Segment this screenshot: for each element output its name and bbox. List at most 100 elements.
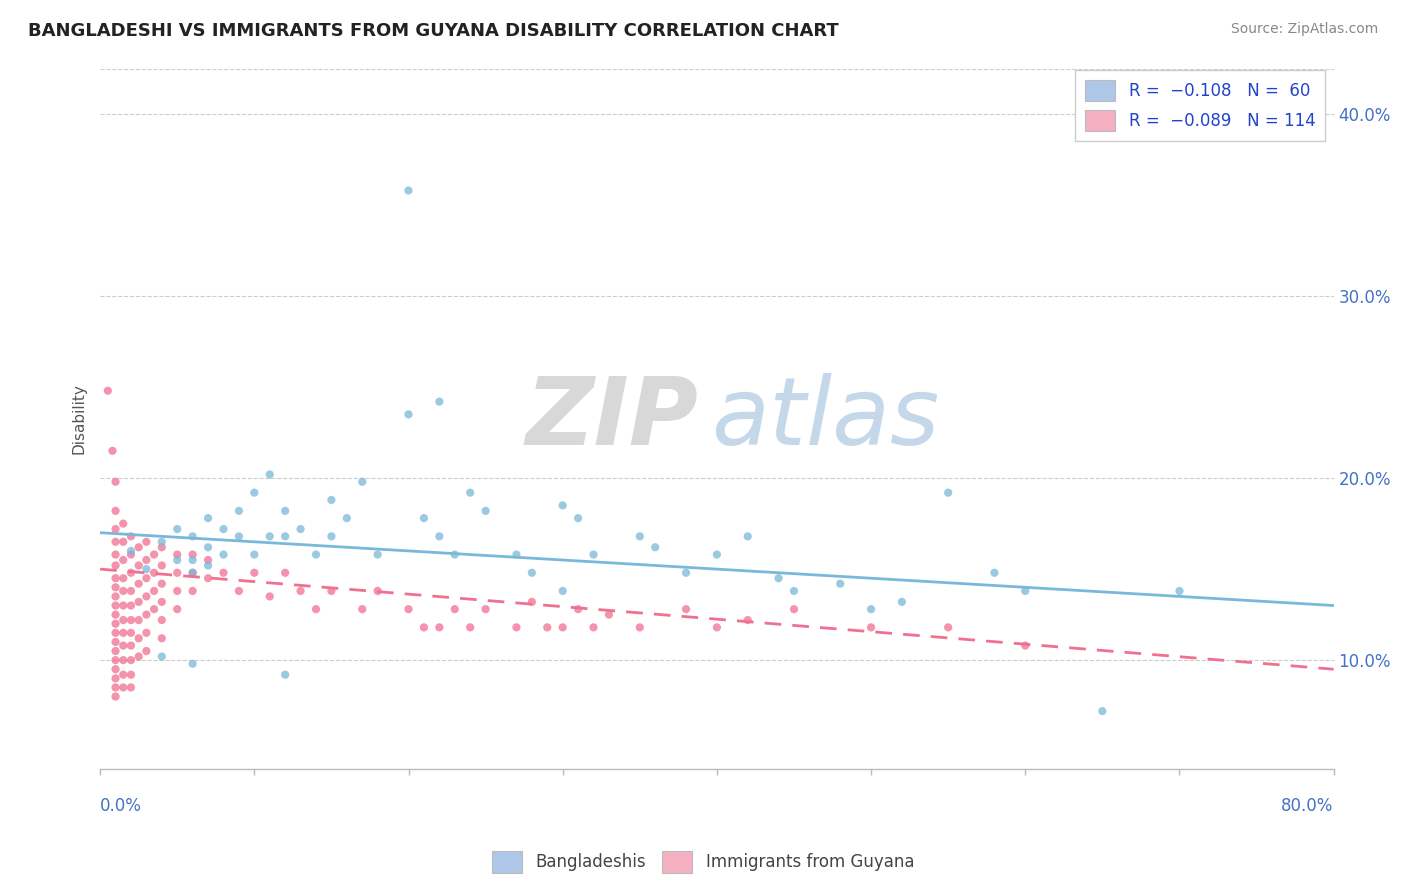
Point	[321, 492, 343, 507]
Point	[120, 529, 142, 543]
Point	[166, 522, 188, 536]
Point	[104, 590, 127, 604]
Point	[166, 584, 188, 599]
Point	[166, 602, 188, 616]
Point	[104, 644, 127, 658]
Point	[628, 529, 651, 543]
Point	[128, 595, 150, 609]
Point	[398, 184, 420, 198]
Point	[150, 534, 173, 549]
Legend: R =  −0.108   N =  60, R =  −0.089   N = 114: R = −0.108 N = 60, R = −0.089 N = 114	[1076, 70, 1326, 141]
Point	[628, 620, 651, 634]
Point	[128, 576, 150, 591]
Point	[520, 566, 543, 580]
Point	[112, 667, 135, 681]
Point	[104, 681, 127, 695]
Legend: Bangladeshis, Immigrants from Guyana: Bangladeshis, Immigrants from Guyana	[485, 845, 921, 880]
Point	[212, 522, 235, 536]
Point	[706, 620, 728, 634]
Point	[582, 548, 605, 562]
Point	[259, 467, 281, 482]
Point	[274, 667, 297, 681]
Point	[112, 653, 135, 667]
Point	[1091, 704, 1114, 718]
Point	[112, 534, 135, 549]
Point	[112, 553, 135, 567]
Point	[582, 620, 605, 634]
Point	[305, 548, 328, 562]
Point	[675, 566, 697, 580]
Point	[367, 584, 389, 599]
Text: ZIP: ZIP	[526, 373, 699, 465]
Point	[212, 566, 235, 580]
Point	[290, 522, 312, 536]
Point	[120, 548, 142, 562]
Point	[321, 584, 343, 599]
Point	[112, 639, 135, 653]
Point	[398, 602, 420, 616]
Point	[228, 584, 250, 599]
Point	[181, 553, 204, 567]
Point	[567, 511, 589, 525]
Point	[135, 625, 157, 640]
Point	[104, 534, 127, 549]
Point	[443, 602, 465, 616]
Point	[112, 571, 135, 585]
Point	[150, 632, 173, 646]
Point	[112, 681, 135, 695]
Point	[197, 571, 219, 585]
Point	[166, 553, 188, 567]
Point	[150, 558, 173, 573]
Point	[567, 602, 589, 616]
Point	[120, 681, 142, 695]
Point	[181, 529, 204, 543]
Point	[120, 639, 142, 653]
Point	[274, 504, 297, 518]
Point	[228, 529, 250, 543]
Point	[181, 548, 204, 562]
Point	[120, 625, 142, 640]
Point	[598, 607, 620, 622]
Point	[197, 558, 219, 573]
Point	[104, 522, 127, 536]
Point	[305, 602, 328, 616]
Point	[104, 671, 127, 685]
Point	[128, 649, 150, 664]
Point	[427, 620, 450, 634]
Point	[768, 571, 790, 585]
Point	[367, 548, 389, 562]
Point	[112, 625, 135, 640]
Point	[104, 580, 127, 594]
Point	[181, 657, 204, 671]
Text: BANGLADESHI VS IMMIGRANTS FROM GUYANA DISABILITY CORRELATION CHART: BANGLADESHI VS IMMIGRANTS FROM GUYANA DI…	[28, 22, 839, 40]
Point	[675, 602, 697, 616]
Point	[352, 475, 374, 489]
Point	[143, 548, 166, 562]
Point	[290, 584, 312, 599]
Point	[181, 584, 204, 599]
Point	[644, 541, 666, 555]
Point	[398, 408, 420, 422]
Point	[104, 653, 127, 667]
Point	[737, 613, 759, 627]
Point	[104, 571, 127, 585]
Point	[474, 504, 496, 518]
Point	[150, 649, 173, 664]
Text: 0.0%: 0.0%	[100, 797, 142, 815]
Point	[128, 541, 150, 555]
Point	[197, 553, 219, 567]
Point	[443, 548, 465, 562]
Point	[212, 548, 235, 562]
Point	[427, 529, 450, 543]
Point	[228, 504, 250, 518]
Point	[135, 553, 157, 567]
Point	[197, 541, 219, 555]
Point	[737, 529, 759, 543]
Point	[1014, 639, 1036, 653]
Point	[243, 566, 266, 580]
Point	[181, 566, 204, 580]
Point	[166, 548, 188, 562]
Point	[135, 571, 157, 585]
Point	[135, 534, 157, 549]
Point	[104, 607, 127, 622]
